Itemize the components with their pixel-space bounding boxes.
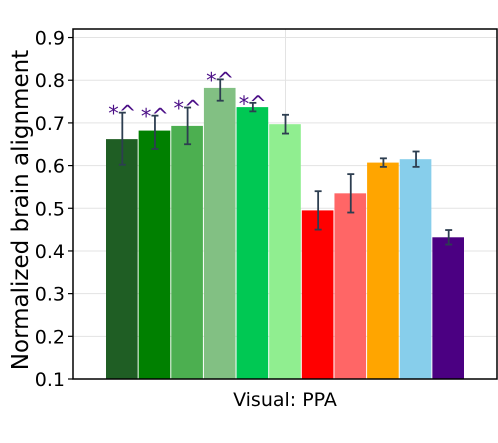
y-axis-ticks: 0.1 0.2 0.3 0.4 0.5 0.6 0.7 0.8 0.9 (35, 28, 73, 391)
significance-annotation: *^ (206, 68, 234, 92)
plot-frame (72, 28, 498, 380)
bar (203, 87, 236, 379)
y-tick-label: 0.4 (35, 241, 65, 263)
bar (301, 210, 334, 379)
error-bars-group (118, 78, 453, 246)
bar (432, 237, 464, 379)
y-axis-label: Normalized brain alignment (8, 50, 34, 370)
y-tick-label: 0.1 (35, 369, 65, 391)
significance-annotation: *^ (174, 97, 202, 121)
bar (106, 139, 138, 379)
bar (334, 193, 367, 379)
significance-annotation: *^ (141, 105, 169, 129)
y-tick-label: 0.6 (35, 156, 65, 178)
bar (367, 162, 399, 379)
significance-annotation: *^ (108, 102, 136, 126)
y-tick-label: 0.7 (35, 113, 65, 135)
bar (171, 125, 203, 379)
bars-group (106, 87, 464, 380)
annotations-group: *^ *^ *^*^*^ (108, 68, 267, 128)
y-tick-label: 0.2 (35, 326, 65, 348)
y-tick-label: 0.8 (35, 70, 65, 92)
bar (269, 124, 301, 380)
significance-annotation: *^ (239, 92, 267, 116)
bar (138, 130, 171, 379)
y-tick-label: 0.9 (35, 28, 65, 50)
bar (399, 159, 432, 379)
bar (236, 107, 269, 380)
y-tick-label: 0.5 (35, 198, 65, 220)
x-axis-label: Visual: PPA (233, 389, 337, 411)
y-tick-label: 0.3 (35, 284, 65, 306)
